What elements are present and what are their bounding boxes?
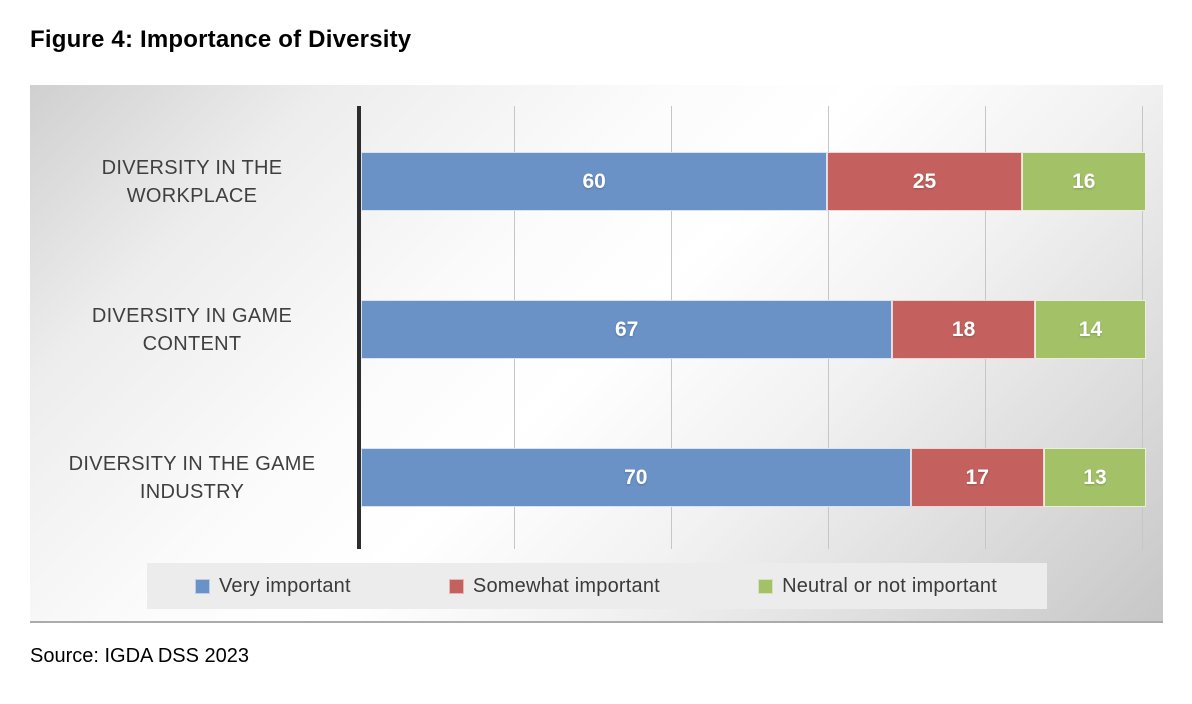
legend-item-neutral-or-not-important: Neutral or not important bbox=[758, 575, 997, 598]
bar-segment-very-important: 60 bbox=[361, 152, 828, 211]
bar-segment-very-important: 67 bbox=[361, 300, 893, 359]
bar-segment-very-important: 70 bbox=[361, 448, 911, 507]
category-label-diversity-in-the-workplace: DIVERSITY IN THE WORKPLACE bbox=[101, 156, 283, 207]
bar-value-label: 14 bbox=[1078, 317, 1103, 341]
bar-segment-neutral-or-not-important: 13 bbox=[1043, 448, 1146, 507]
bar-value-label: 25 bbox=[912, 169, 937, 193]
chart-area: DIVERSITY IN THE WORKPLACE 60 25 16 DIVERSITY… bbox=[30, 85, 1163, 623]
legend-label: Very important bbox=[219, 574, 351, 597]
bar-diversity-in-the-game-industry: 70 17 13 bbox=[361, 448, 1146, 507]
bar-value-label: 13 bbox=[1083, 465, 1107, 489]
legend-item-very-important: Very important bbox=[195, 575, 351, 598]
bar-value-label: 67 bbox=[614, 317, 639, 341]
source-note: Source: IGDA DSS 2023 bbox=[30, 645, 250, 667]
legend-swatch-icon bbox=[448, 578, 464, 594]
category-label-diversity-in-game-content: DIVERSITY IN GAME CONTENT bbox=[91, 304, 293, 355]
bar-diversity-in-the-workplace: 60 25 16 bbox=[361, 152, 1146, 211]
figure-title: Figure 4: Importance of Diversity bbox=[30, 26, 412, 53]
legend-label: Somewhat important bbox=[472, 574, 660, 597]
legend: Very important Somewhat important Neutral … bbox=[147, 563, 1047, 609]
category-axis-line bbox=[357, 106, 361, 549]
bar-diversity-in-game-content: 67 18 14 bbox=[361, 300, 1146, 359]
bar-value-label: 18 bbox=[951, 317, 976, 341]
bar-value-label: 60 bbox=[582, 169, 606, 193]
bar-segment-somewhat-important: 18 bbox=[892, 300, 1035, 359]
bar-value-label: 70 bbox=[624, 465, 648, 489]
legend-swatch-icon bbox=[195, 578, 210, 594]
bar-value-label: 17 bbox=[965, 465, 989, 489]
legend-item-somewhat-important: Somewhat important bbox=[448, 574, 660, 598]
legend-swatch-icon bbox=[758, 578, 774, 594]
bar-segment-neutral-or-not-important: 16 bbox=[1021, 152, 1146, 211]
bar-segment-somewhat-important: 17 bbox=[910, 448, 1044, 507]
legend-label: Neutral or not important bbox=[782, 574, 997, 597]
bar-segment-neutral-or-not-important: 14 bbox=[1034, 300, 1146, 359]
bar-value-label: 16 bbox=[1072, 169, 1096, 193]
category-label-diversity-in-the-game-industry: DIVERSITY IN THE GAME INDUSTRY bbox=[68, 452, 316, 503]
bar-segment-somewhat-important: 25 bbox=[827, 152, 1022, 211]
